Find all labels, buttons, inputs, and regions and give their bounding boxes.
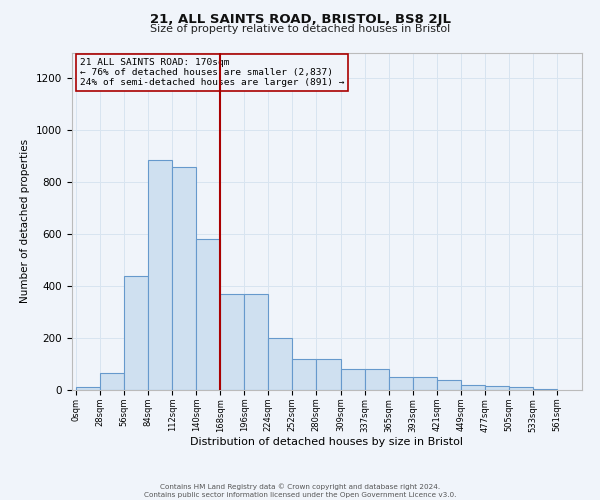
Bar <box>437 380 461 390</box>
Y-axis label: Number of detached properties: Number of detached properties <box>20 139 31 304</box>
Bar <box>365 369 389 390</box>
Text: 21, ALL SAINTS ROAD, BRISTOL, BS8 2JL: 21, ALL SAINTS ROAD, BRISTOL, BS8 2JL <box>149 12 451 26</box>
Bar <box>148 160 172 390</box>
Bar <box>389 377 413 390</box>
Bar <box>196 240 220 390</box>
Bar <box>172 166 196 390</box>
Bar <box>100 373 124 390</box>
Text: 21 ALL SAINTS ROAD: 170sqm
← 76% of detached houses are smaller (2,837)
24% of s: 21 ALL SAINTS ROAD: 170sqm ← 76% of deta… <box>80 58 344 88</box>
Bar <box>76 388 100 390</box>
X-axis label: Distribution of detached houses by size in Bristol: Distribution of detached houses by size … <box>191 437 464 447</box>
Text: Contains HM Land Registry data © Crown copyright and database right 2024.
Contai: Contains HM Land Registry data © Crown c… <box>144 484 456 498</box>
Bar <box>244 294 268 390</box>
Bar <box>292 359 316 390</box>
Bar <box>509 388 533 390</box>
Bar <box>316 359 341 390</box>
Bar <box>341 369 365 390</box>
Bar <box>461 385 485 390</box>
Text: Size of property relative to detached houses in Bristol: Size of property relative to detached ho… <box>150 24 450 34</box>
Bar <box>220 294 244 390</box>
Bar <box>268 338 292 390</box>
Bar <box>485 386 509 390</box>
Bar <box>124 276 148 390</box>
Bar <box>413 377 437 390</box>
Bar <box>533 389 557 390</box>
